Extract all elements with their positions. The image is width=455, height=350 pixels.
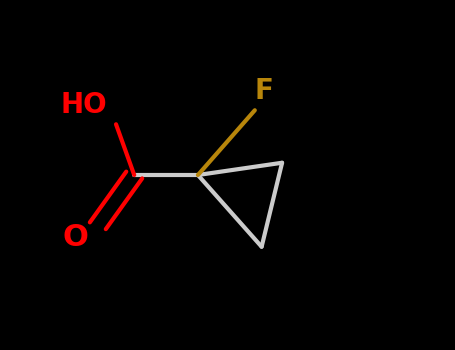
Text: F: F <box>254 77 273 105</box>
Text: O: O <box>62 224 88 252</box>
Text: HO: HO <box>61 91 107 119</box>
